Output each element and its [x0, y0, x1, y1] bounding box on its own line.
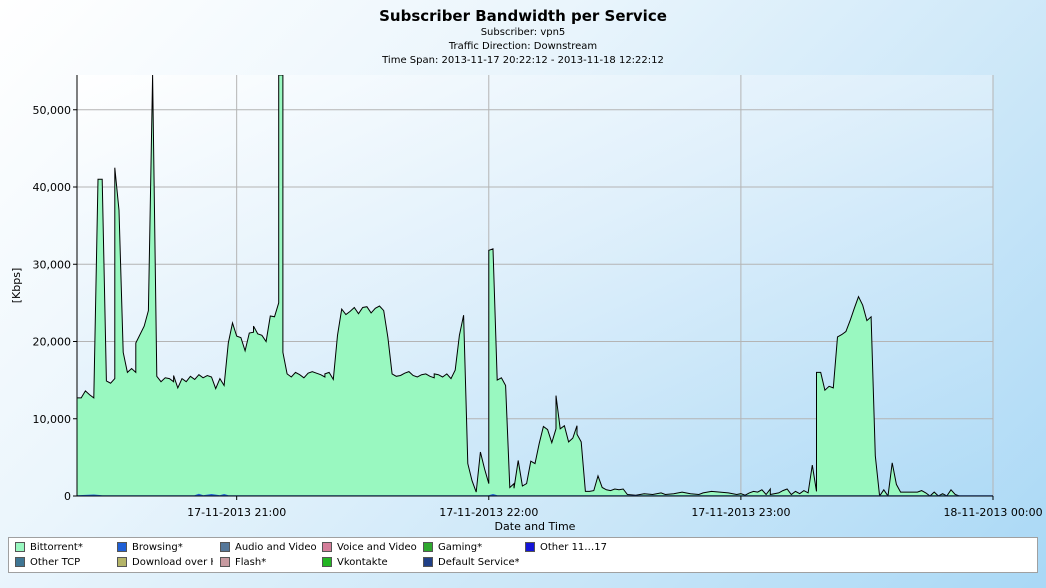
- legend-label: Bittorrent*: [30, 542, 83, 553]
- chart-legend: Bittorrent* Browsing* Audio and Video ( Voi…: [8, 537, 1038, 573]
- legend-label: Voice and Video C: [337, 542, 418, 553]
- legend-swatch: [423, 542, 433, 552]
- legend-swatch: [15, 542, 25, 552]
- y-tick-label: 20,000: [33, 336, 72, 349]
- legend-label: Other 11…17: [540, 542, 608, 553]
- y-tick-label: 30,000: [33, 258, 72, 271]
- legend-item: Download over H: [117, 556, 213, 570]
- x-tick-label: 18-11-2013 00:00: [943, 506, 1042, 519]
- y-tick-label: 0: [64, 490, 71, 503]
- legend-item: Gaming*: [423, 541, 519, 555]
- y-tick-label: 40,000: [33, 181, 72, 194]
- legend-item: Audio and Video (: [220, 541, 316, 555]
- y-axis-label: [Kbps]: [10, 268, 23, 304]
- x-tick-label: 17-11-2013 23:00: [691, 506, 790, 519]
- legend-label: Browsing*: [132, 542, 183, 553]
- legend-label: Flash*: [235, 557, 267, 568]
- chart-subtitle-subscriber: Subscriber: vpn5: [480, 27, 566, 38]
- legend-swatch: [423, 557, 433, 567]
- legend-label: Gaming*: [438, 542, 483, 553]
- legend-label: Download over H: [132, 557, 213, 568]
- legend-label: Default Service*: [438, 557, 519, 568]
- chart-title: Subscriber Bandwidth per Service: [379, 7, 667, 25]
- legend-swatch: [117, 557, 127, 567]
- y-tick-label: 50,000: [33, 104, 72, 117]
- chart-header: Subscriber Bandwidth per Service Subscri…: [0, 6, 1046, 68]
- legend-label: Audio and Video (: [235, 542, 316, 553]
- legend-item: Other TCP: [15, 556, 111, 570]
- series-line-0: [77, 75, 993, 496]
- legend-swatch: [220, 542, 230, 552]
- legend-label: Vkontakte: [337, 557, 388, 568]
- legend-swatch: [117, 542, 127, 552]
- legend-item: Other 11…17: [525, 541, 625, 555]
- series-area-0: [77, 75, 993, 496]
- legend-swatch: [15, 557, 25, 567]
- x-axis-label: Date and Time: [495, 520, 576, 533]
- chart-subtitle-timespan: Time Span: 2013-11-17 20:22:12 - 2013-11…: [382, 55, 664, 66]
- legend-swatch: [322, 542, 332, 552]
- legend-item: Browsing*: [117, 541, 213, 555]
- legend-swatch: [322, 557, 332, 567]
- legend-swatch: [525, 542, 535, 552]
- legend-item: Voice and Video C: [322, 541, 418, 555]
- y-tick-label: 10,000: [33, 413, 72, 426]
- legend-item: Bittorrent*: [15, 541, 111, 555]
- x-tick-label: 17-11-2013 21:00: [187, 506, 286, 519]
- legend-item: Vkontakte: [322, 556, 418, 570]
- legend-label: Other TCP: [30, 557, 81, 568]
- legend-item: Default Service*: [423, 556, 519, 570]
- chart-subtitle-direction: Traffic Direction: Downstream: [448, 41, 598, 52]
- legend-swatch: [220, 557, 230, 567]
- x-tick-label: 17-11-2013 22:00: [439, 506, 538, 519]
- legend-item: Flash*: [220, 556, 316, 570]
